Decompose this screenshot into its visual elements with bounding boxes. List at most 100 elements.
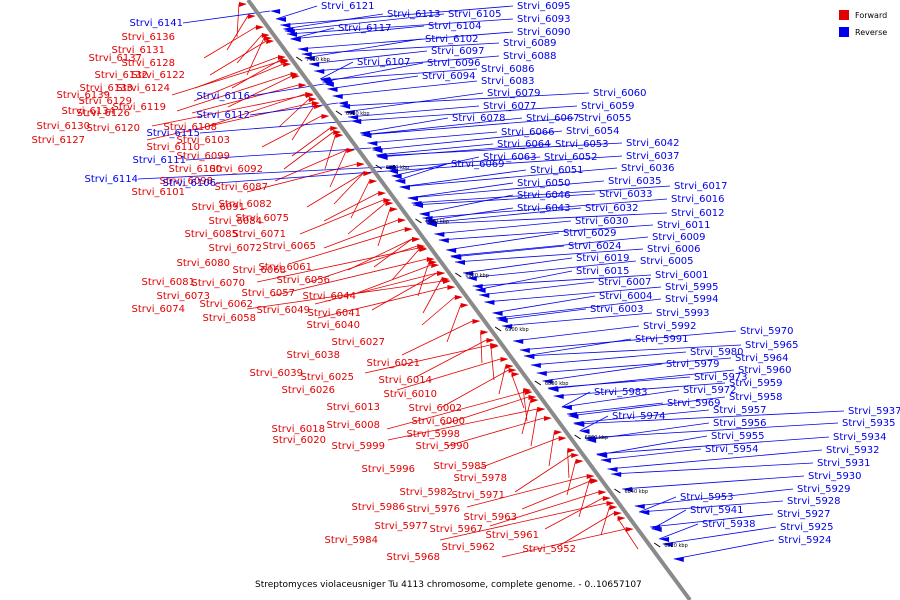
gene-label-reverse[interactable]: Strvi_5965 (745, 340, 799, 351)
gene-label-reverse[interactable]: Strvi_6055 (578, 113, 632, 124)
gene-label-forward[interactable]: Strvi_5990 (415, 441, 469, 452)
gene-label-forward[interactable]: Strvi_6133 (79, 83, 133, 94)
gene-label-forward[interactable]: Strvi_6041 (307, 308, 361, 319)
gene-label-forward[interactable]: Strvi_6040 (306, 320, 360, 331)
gene-label-reverse[interactable]: Strvi_6060 (593, 88, 647, 99)
gene-label-reverse[interactable]: Strvi_6030 (575, 216, 629, 227)
gene-label-reverse[interactable]: Strvi_6016 (671, 194, 725, 205)
gene-label-reverse[interactable]: Strvi_6053 (555, 139, 609, 150)
gene-label-forward[interactable]: Strvi_6137 (88, 53, 142, 64)
gene-label-reverse[interactable]: Strvi_6066 (501, 127, 555, 138)
gene-label-reverse[interactable]: Strvi_6105 (448, 9, 502, 20)
gene-label-reverse[interactable]: Strvi_5937 (848, 406, 900, 417)
gene-label-reverse[interactable]: Strvi_6019 (576, 253, 630, 264)
gene-label-reverse[interactable]: Strvi_5970 (740, 326, 794, 337)
gene-label-forward[interactable]: Strvi_6091 (191, 202, 245, 213)
gene-label-reverse[interactable]: Strvi_5969 (667, 398, 721, 409)
gene-label-reverse[interactable]: Strvi_5955 (711, 431, 765, 442)
gene-label-forward[interactable]: Strvi_5998 (406, 429, 460, 440)
gene-label-forward[interactable]: Strvi_6099 (176, 151, 230, 162)
gene-label-reverse[interactable]: Strvi_6033 (599, 189, 653, 200)
gene-label-reverse[interactable]: Strvi_6083 (481, 76, 535, 87)
gene-label-reverse[interactable]: Strvi_5993 (656, 308, 710, 319)
gene-label-reverse[interactable]: Strvi_6006 (647, 244, 701, 255)
gene-label-forward[interactable]: Strvi_6129 (78, 96, 132, 107)
gene-label-reverse[interactable]: Strvi_5957 (713, 405, 767, 416)
gene-label-forward[interactable]: Strvi_6101 (131, 187, 185, 198)
gene-labels-layer[interactable]: Strvi_6136 Strvi_6131Strvi_6137Strvi_6128… (31, 1, 900, 563)
gene-label-reverse[interactable]: Strvi_6113 (387, 9, 441, 20)
gene-label-reverse[interactable]: Strvi_6046 (517, 190, 571, 201)
gene-label-reverse[interactable]: Strvi_6050 (517, 178, 571, 189)
gene-label-forward[interactable]: Strvi_5962 (441, 542, 495, 553)
gene-label-reverse[interactable]: Strvi_6107 (357, 57, 411, 68)
gene-label-forward[interactable]: Strvi_5963 (463, 512, 517, 523)
gene-label-forward[interactable]: Strvi_6002 (408, 403, 462, 414)
gene-label-reverse[interactable]: Strvi_6017 (674, 181, 728, 192)
gene-label-reverse[interactable]: Strvi_6043 (517, 203, 571, 214)
gene-label-reverse[interactable]: Strvi_6106 (162, 178, 216, 189)
gene-label-reverse[interactable]: Strvi_6078 (452, 113, 506, 124)
gene-label-reverse[interactable]: Strvi_5964 (735, 353, 789, 364)
gene-label-forward[interactable]: Strvi_6131 (111, 45, 165, 56)
gene-label-reverse[interactable]: Strvi_6003 (590, 304, 644, 315)
gene-label-reverse[interactable]: Strvi_6111 (132, 155, 186, 166)
gene-label-forward[interactable]: Strvi_6073 (156, 291, 210, 302)
gene-label-forward[interactable]: Strvi_6025 (300, 372, 354, 383)
gene-label-forward[interactable]: Strvi_6058 (202, 313, 256, 324)
gene-label-forward[interactable]: Strvi_5982 (399, 487, 453, 498)
gene-label-reverse[interactable]: Strvi_6015 (576, 266, 630, 277)
gene-label-reverse[interactable]: Strvi_6114 (84, 174, 138, 185)
gene-label-reverse[interactable]: Strvi_5930 (808, 471, 862, 482)
gene-label-forward[interactable]: Strvi_6027 (331, 337, 385, 348)
gene-label-forward[interactable]: Strvi_6074 (131, 304, 185, 315)
gene-label-reverse[interactable]: Strvi_5931 (817, 458, 871, 469)
gene-label-forward[interactable]: Strvi_6038 (286, 350, 340, 361)
gene-label-forward[interactable]: Strvi_6039 (249, 368, 303, 379)
gene-label-reverse[interactable]: Strvi_6032 (585, 203, 639, 214)
gene-label-reverse[interactable]: Strvi_6059 (581, 101, 635, 112)
gene-label-reverse[interactable]: Strvi_6024 (568, 241, 622, 252)
gene-label-reverse[interactable]: Strvi_6116 (196, 91, 250, 102)
gene-label-forward[interactable]: Strvi_6087 (214, 182, 268, 193)
gene-label-reverse[interactable]: Strvi_6009 (652, 232, 706, 243)
gene-label-forward[interactable]: Strvi_6098 (159, 176, 213, 187)
gene-label-forward[interactable]: Strvi_6071 (232, 229, 286, 240)
gene-label-reverse[interactable]: Strvi_5972 (683, 385, 737, 396)
gene-label-forward[interactable]: Strvi_6103 (176, 135, 230, 146)
gene-label-reverse[interactable]: Strvi_6093 (517, 14, 571, 25)
gene-label-reverse[interactable]: Strvi_6007 (598, 277, 652, 288)
gene-label-reverse[interactable]: Strvi_5925 (780, 522, 834, 533)
gene-label-forward[interactable]: Strvi_6082 (218, 199, 272, 210)
gene-label-forward[interactable]: Strvi_5999 (331, 441, 385, 452)
gene-label-reverse[interactable]: Strvi_6037 (626, 151, 680, 162)
gene-label-reverse[interactable]: Strvi_6104 (428, 21, 482, 32)
gene-label-reverse[interactable]: Strvi_6067 (526, 113, 580, 124)
gene-label-reverse[interactable]: Strvi_5954 (705, 444, 759, 455)
gene-label-reverse[interactable]: Strvi_5991 (635, 334, 689, 345)
gene-label-reverse[interactable]: Strvi_6004 (599, 291, 653, 302)
gene-label-reverse[interactable]: Strvi_5938 (702, 519, 756, 530)
gene-label-reverse[interactable]: Strvi_6079 (487, 88, 541, 99)
gene-label-forward[interactable]: Strvi_6108 (163, 122, 217, 133)
gene-label-forward[interactable]: Strvi_6132 (94, 70, 148, 81)
gene-label-reverse[interactable]: Strvi_6086 (481, 64, 535, 75)
gene-label-reverse[interactable]: Strvi_6029 (563, 228, 617, 239)
gene-label-forward[interactable]: Strvi_6128 (121, 58, 175, 69)
gene-label-forward[interactable]: Strvi_6136 (121, 32, 175, 43)
gene-label-reverse[interactable]: Strvi_5928 (787, 496, 841, 507)
gene-label-reverse[interactable]: Strvi_5956 (713, 418, 767, 429)
gene-label-reverse[interactable]: Strvi_6095 (517, 1, 571, 12)
gene-label-reverse[interactable]: Strvi_5992 (643, 321, 697, 332)
gene-label-reverse[interactable]: Strvi_5953 (680, 492, 734, 503)
gene-label-forward[interactable]: Strvi_6044 (302, 291, 356, 302)
gene-label-forward[interactable]: Strvi_6072 (208, 243, 262, 254)
gene-label-forward[interactable]: Strvi_6124 (116, 83, 170, 94)
gene-label-reverse[interactable]: Strvi_6036 (621, 163, 675, 174)
gene-label-forward[interactable]: Strvi_6080 (176, 258, 230, 269)
gene-label-reverse[interactable]: Strvi_6102 (425, 34, 479, 45)
gene-label-reverse[interactable]: Strvi_6115 (146, 128, 200, 139)
gene-label-forward[interactable]: Strvi_5977 (374, 521, 428, 532)
gene-label-forward[interactable]: Strvi_6065 (262, 241, 316, 252)
gene-label-reverse[interactable]: Strvi_6141 (129, 18, 183, 29)
